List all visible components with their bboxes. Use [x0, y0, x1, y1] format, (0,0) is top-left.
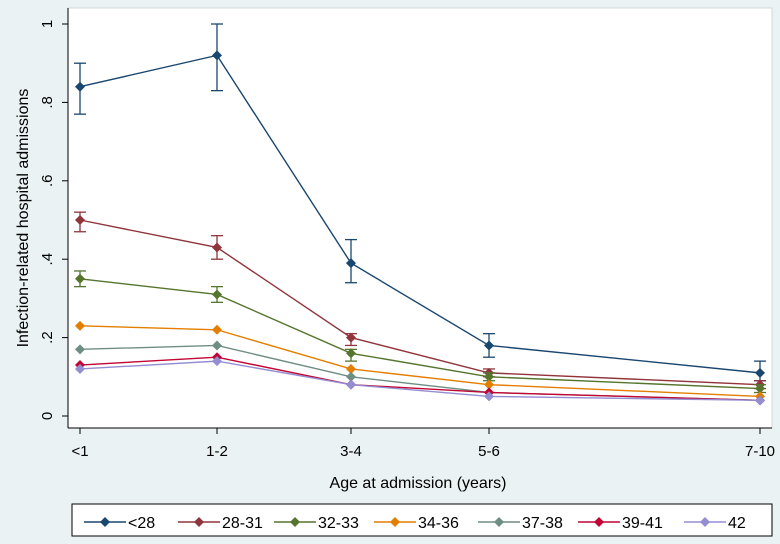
legend-marker	[700, 517, 710, 527]
data-point	[75, 363, 85, 374]
series-42	[75, 356, 765, 406]
data-point	[212, 289, 222, 300]
legend-label: 37-38	[522, 515, 563, 532]
y-axis-label: Infection-related hospital admissions	[15, 89, 32, 348]
y-tick-label: 0	[39, 412, 56, 420]
data-point	[212, 356, 222, 367]
legend-marker	[390, 517, 400, 527]
x-tick-label: 5-6	[478, 443, 500, 460]
x-tick-label: 7-10	[745, 443, 775, 460]
legend-marker	[290, 517, 300, 527]
plot-area	[67, 7, 773, 429]
data-point	[212, 242, 222, 253]
data-point	[346, 258, 356, 269]
data-point	[484, 391, 494, 402]
data-point	[75, 81, 85, 92]
x-axis-label: Age at admission (years)	[330, 475, 507, 492]
series-28-31	[74, 211, 766, 390]
legend-label: 32-33	[318, 515, 359, 532]
legend-item-32-33: 32-33	[274, 515, 359, 532]
legend-label: 39-41	[622, 515, 663, 532]
legend: <28 28-31 32-33 34-36 37-38 39-41 42	[71, 503, 773, 537]
y-tick-label: .8	[39, 96, 56, 109]
x-tick-label: 1-2	[206, 443, 228, 460]
series-layer	[74, 23, 766, 406]
legend-item-42: 42	[684, 515, 746, 532]
y-tick-label: .2	[39, 331, 56, 344]
legend-item-39-41: 39-41	[578, 515, 663, 532]
data-point	[75, 273, 85, 284]
legend-label: 42	[728, 515, 746, 532]
legend-box	[71, 503, 773, 537]
y-tick-label: .6	[39, 175, 56, 188]
legend-label: <28	[128, 515, 155, 532]
data-point	[212, 50, 222, 61]
data-point	[484, 371, 494, 382]
legend-marker	[100, 517, 110, 527]
data-point	[212, 340, 222, 351]
data-point	[75, 215, 85, 225]
legend-item-37-38: 37-38	[478, 515, 563, 532]
data-point	[346, 348, 356, 359]
data-point	[212, 324, 222, 335]
data-point	[755, 367, 765, 378]
legend-item-<28: <28	[84, 515, 155, 532]
axes: 0 .2 .4 .6 .8 1 <1 1-2 3-4 5-6 7-10	[39, 8, 775, 460]
data-point	[346, 371, 356, 382]
data-point	[755, 383, 765, 394]
legend-label: 34-36	[418, 515, 459, 532]
data-point	[484, 340, 494, 351]
x-tick-label: <1	[71, 443, 88, 460]
data-point	[484, 379, 494, 390]
series-<28	[74, 23, 766, 382]
data-point	[346, 379, 356, 390]
legend-label: 28-31	[222, 515, 263, 532]
legend-marker	[594, 517, 604, 527]
legend-item-28-31: 28-31	[178, 515, 263, 532]
legend-item-34-36: 34-36	[374, 515, 459, 532]
x-tick-label: 3-4	[340, 443, 362, 460]
data-point	[346, 363, 356, 374]
data-point	[75, 320, 85, 331]
legend-marker	[194, 517, 204, 527]
y-tick-label: 1	[39, 20, 56, 28]
series-34-36	[75, 320, 765, 402]
y-tick-label: .4	[39, 253, 56, 266]
legend-marker	[494, 517, 504, 527]
series-32-33	[74, 270, 766, 394]
data-point	[755, 395, 765, 406]
data-point	[346, 332, 356, 343]
data-point	[75, 344, 85, 355]
